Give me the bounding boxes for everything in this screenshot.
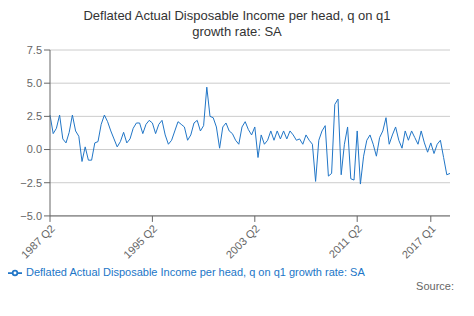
- svg-text:−5.0: −5.0: [20, 210, 42, 222]
- svg-text:1987 Q2: 1987 Q2: [19, 222, 57, 260]
- svg-text:0.0: 0.0: [27, 143, 42, 155]
- html-text:Source:: Source:: [416, 280, 454, 292]
- svg-text:7.5: 7.5: [27, 44, 42, 56]
- html-text:Deflated Actual Disposable Inc: Deflated Actual Disposable Income per he…: [83, 8, 391, 23]
- svg-text:2017 Q1: 2017 Q1: [399, 222, 437, 260]
- svg-text:1995 Q2: 1995 Q2: [121, 222, 159, 260]
- svg-text:2003 Q2: 2003 Q2: [223, 222, 261, 260]
- svg-text:2.5: 2.5: [27, 110, 42, 122]
- svg-text:5.0: 5.0: [27, 77, 42, 89]
- html-text:Deflated Actual Disposable Inc: Deflated Actual Disposable Income per he…: [26, 265, 365, 278]
- svg-text:−2.5: −2.5: [20, 177, 42, 189]
- svg-text:2011 Q2: 2011 Q2: [326, 222, 364, 260]
- html-text:growth rate: SA: growth rate: SA: [192, 24, 282, 39]
